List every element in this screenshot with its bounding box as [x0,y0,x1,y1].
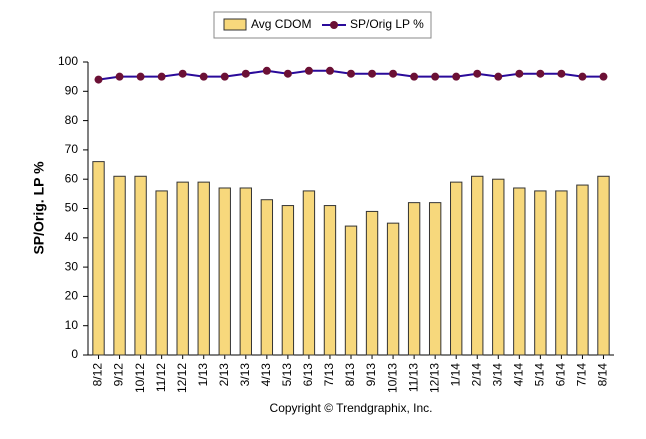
legend-marker [330,21,338,29]
x-tick-label: 1/13 [196,363,210,387]
bar [155,190,168,356]
marker [94,75,103,84]
x-tick-label: 12/12 [175,363,189,393]
marker [473,69,482,78]
bar [365,210,379,356]
x-tick-label: 2/13 [217,363,231,387]
x-tick-label: 2/14 [469,363,483,387]
bar [576,184,589,356]
marker [304,66,313,75]
y-tick-label: 30 [65,259,79,273]
x-tick-label: 10/12 [133,363,147,393]
y-tick-label: 50 [65,201,79,215]
y-axis-label: SP/Orig. LP % [31,161,47,255]
marker [410,72,419,81]
bar [344,225,358,356]
y-tick-label: 40 [65,230,79,244]
marker [347,69,355,78]
marker [557,69,566,78]
marker [283,69,292,78]
marker [220,72,229,81]
bar [492,178,505,356]
x-tick-label: 5/14 [533,363,547,387]
bar [428,202,442,356]
marker [368,69,377,78]
bar [281,205,295,356]
y-tick-label: 80 [65,113,79,127]
x-tick-label: 12/13 [427,363,441,393]
bar [386,222,400,356]
x-tick-label: 4/13 [259,363,273,387]
x-tick-label: 6/13 [301,363,315,387]
marker [136,72,145,81]
marker [178,69,187,78]
marker [515,69,524,78]
x-tick-label: 8/12 [91,363,105,387]
x-tick-label: 9/12 [112,363,126,387]
bar [92,161,105,356]
marker [262,66,271,75]
marker [241,69,250,78]
marker [431,72,440,81]
bar [260,199,274,356]
x-tick-label: 6/14 [554,363,568,387]
bar [555,190,568,356]
marker [494,72,503,81]
bar [534,190,547,356]
bar [450,181,463,356]
x-tick-label: 7/14 [575,363,589,387]
bar [597,175,610,356]
marker [599,72,608,81]
x-tick-label: 3/14 [490,363,504,387]
legend-label: SP/Orig LP % [350,17,424,31]
x-tick-label: 3/13 [238,363,252,387]
x-tick-label: 8/13 [343,363,357,387]
x-tick-label: 5/13 [280,363,294,387]
bar [323,205,337,356]
bar [134,175,147,356]
bar [407,202,421,356]
marker [325,66,334,75]
y-tick-label: 0 [71,347,78,361]
legend-label: Avg CDOM [251,17,311,31]
y-tick-label: 100 [58,54,78,68]
marker [536,69,545,78]
footer: Copyright © Trendgraphix, Inc. [270,401,433,415]
marker [452,72,461,81]
y-tick-label: 60 [65,171,79,185]
marker [199,72,208,81]
y-tick-label: 10 [65,318,79,332]
marker [115,72,124,81]
bar [471,175,484,356]
y-tick-label: 70 [65,142,79,156]
bar [239,187,252,356]
bar [513,187,526,356]
bar [113,175,126,356]
legend-swatch [223,18,247,31]
bar [176,181,189,356]
x-tick-label: 11/13 [406,363,420,392]
marker [157,72,166,81]
x-tick-label: 10/13 [385,363,399,393]
marker [389,69,398,78]
bar [218,187,231,356]
y-tick-label: 90 [65,83,79,97]
x-tick-label: 4/14 [511,363,525,387]
x-tick-label: 9/13 [364,363,378,387]
x-tick-label: 8/14 [596,363,610,387]
x-tick-label: 7/13 [322,363,336,387]
x-tick-label: 1/14 [448,363,462,387]
y-tick-label: 20 [65,289,79,303]
marker [578,72,587,81]
x-tick-label: 11/12 [154,363,168,392]
bar [197,181,210,356]
bar [302,190,316,356]
